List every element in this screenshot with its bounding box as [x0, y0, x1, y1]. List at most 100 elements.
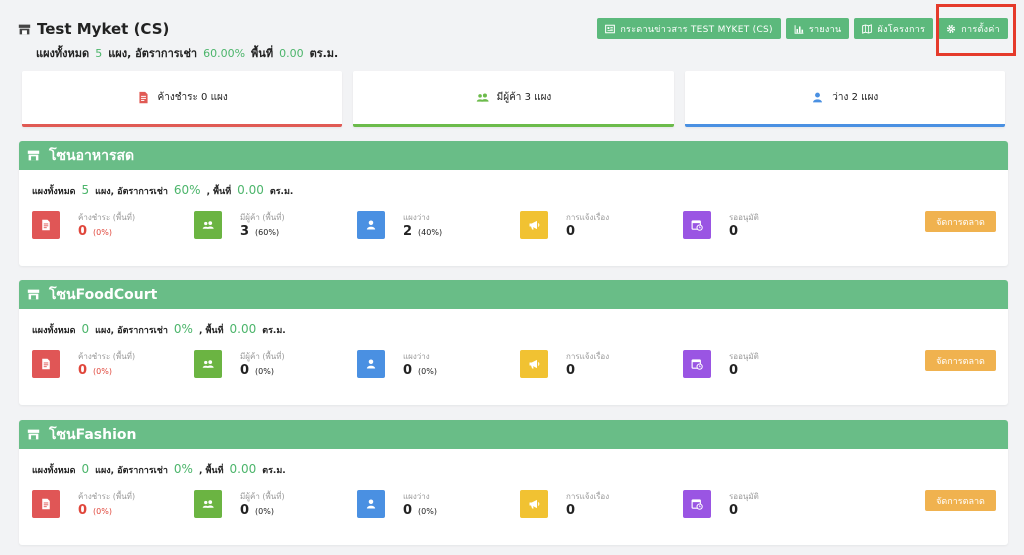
report-label: รายงาน: [808, 24, 842, 35]
zone-area-label: , พื้นที่: [198, 466, 224, 476]
news-board-label: กระดานข่าวสาร TEST MYKET (CS): [620, 24, 773, 35]
zone-summary: แผงทั้งหมด 5 แผง, อัตราการเช่า 60% , พื้นที่…: [32, 183, 293, 198]
calendar-clock-icon: [683, 350, 711, 378]
stat-tenants-label: มีผู้ค้า (พื้นที่): [240, 213, 285, 222]
stat-reports-value: 0: [566, 363, 576, 378]
overdue-card-label: ค้างชำระ 0 แผง: [157, 92, 228, 103]
stat-reports-value: 0: [566, 224, 576, 239]
stat-vacant-pct: (0%): [418, 367, 437, 376]
zone-card-fresh-food: โซนอาหารสด แผงทั้งหมด 5 แผง, อัตราการเช่า 6…: [19, 141, 1008, 266]
calendar-clock-icon: [683, 490, 711, 518]
stat-reports-label: การแจ้งเรื่อง: [566, 492, 610, 501]
zone-occupancy-label: แผง, อัตราการเช่า: [95, 326, 168, 336]
store-icon: [27, 289, 40, 300]
zone-stats: ค้างชำระ (พื้นที่) 0 (0%) มีผู้ค้า (พื้นท…: [32, 350, 992, 380]
zone-stalls-value: 0: [81, 462, 90, 476]
vacant-card[interactable]: ว่าง 2 แผง: [684, 71, 1005, 127]
stat-overdue-pct: (0%): [93, 367, 112, 376]
stat-vacant-pct: (40%): [418, 228, 443, 237]
stat-tenants-pct: (0%): [255, 507, 274, 516]
store-icon: [27, 150, 40, 161]
zone-card-fashion: โซนFashion แผงทั้งหมด 0 แผง, อัตราการเช่า 0…: [19, 420, 1008, 545]
stat-tenants-label: มีผู้ค้า (พื้นที่): [240, 352, 285, 361]
stat-vacant-pct: (0%): [418, 507, 437, 516]
zone-name: โซนอาหารสด: [49, 147, 135, 164]
user-icon: [813, 92, 823, 103]
summary-occupancy-value: 60.00%: [203, 47, 246, 60]
stat-pending-label: รออนุมัติ: [729, 213, 759, 222]
stat-overdue-label: ค้างชำระ (พื้นที่): [78, 492, 136, 501]
manage-market-button[interactable]: จัดการตลาด: [925, 350, 996, 371]
stat-vacant-label: แผงว่าง: [403, 352, 430, 361]
market-summary: แผงทั้งหมด 5 แผง, อัตราการเช่า 60.00% พื้นที…: [36, 44, 338, 62]
zone-area-unit: ตร.ม.: [262, 326, 286, 336]
megaphone-icon: [520, 211, 548, 239]
stat-pending-label: รออนุมัติ: [729, 492, 759, 501]
zone-stalls-label: แผงทั้งหมด: [32, 466, 76, 476]
market-name: Test Myket (CS): [37, 20, 170, 38]
stat-pending-value: 0: [729, 224, 739, 239]
zone-header: โซนFoodCourt: [19, 280, 1008, 309]
zone-header: โซนอาหารสด: [19, 141, 1008, 170]
news-board-button[interactable]: กระดานข่าวสาร TEST MYKET (CS): [597, 18, 781, 39]
summary-occupancy-label: แผง, อัตราการเช่า: [108, 47, 198, 60]
page-title: Test Myket (CS): [18, 20, 169, 38]
tenants-card[interactable]: มีผู้ค้า 3 แผง: [353, 71, 674, 127]
project-plan-label: ผังโครงการ: [877, 24, 926, 35]
project-plan-button[interactable]: ผังโครงการ: [854, 18, 934, 39]
vacant-card-label: ว่าง 2 แผง: [832, 92, 879, 103]
settings-button[interactable]: การตั้งค่า: [938, 18, 1008, 39]
zone-stalls-value: 5: [81, 183, 90, 197]
stat-pending-label: รออนุมัติ: [729, 352, 759, 361]
zone-area-value: 0.00: [229, 322, 257, 336]
summary-area-value: 0.00: [279, 47, 304, 60]
overdue-card[interactable]: ค้างชำระ 0 แผง: [22, 71, 343, 127]
stat-reports-label: การแจ้งเรื่อง: [566, 213, 610, 222]
user-icon: [357, 490, 385, 518]
zone-area-value: 0.00: [237, 183, 264, 197]
store-icon: [18, 24, 31, 34]
user-icon: [357, 350, 385, 378]
gear-icon: [947, 24, 956, 33]
zone-stalls-value: 0: [81, 322, 90, 336]
zone-area-value: 0.00: [229, 462, 257, 476]
stat-overdue-pct: (0%): [93, 507, 112, 516]
zone-summary: แผงทั้งหมด 0 แผง, อัตราการเช่า 0% , พื้นที่ 0…: [32, 462, 286, 477]
stat-overdue-value: 0: [78, 503, 88, 518]
zone-summary: แผงทั้งหมด 0 แผง, อัตราการเช่า 0% , พื้นที่ 0…: [32, 322, 286, 337]
stat-tenants-pct: (0%): [255, 367, 274, 376]
status-cards: ค้างชำระ 0 แผง มีผู้ค้า 3 แผง ว่าง 2 แผง: [22, 71, 1005, 127]
zone-occupancy-label: แผง, อัตราการเช่า: [95, 466, 168, 476]
page-header: Test Myket (CS) แผงทั้งหมด 5 แผง, อัตราการ…: [18, 18, 1008, 62]
zone-area-unit: ตร.ม.: [269, 187, 294, 197]
document-icon: [32, 350, 60, 378]
stat-vacant-value: 0: [403, 363, 413, 378]
zone-area-label: , พื้นที่: [206, 187, 232, 197]
summary-area-label: พื้นที่: [251, 47, 274, 60]
zone-occupancy-value: 0%: [173, 462, 193, 476]
report-button[interactable]: รายงาน: [785, 18, 850, 39]
users-icon: [476, 93, 489, 102]
megaphone-icon: [520, 490, 548, 518]
user-icon: [357, 211, 385, 239]
newspaper-icon: [605, 24, 616, 33]
toolbar: กระดานข่าวสาร TEST MYKET (CS) รายงาน ผัง…: [597, 18, 1008, 39]
manage-market-button[interactable]: จัดการตลาด: [925, 211, 996, 232]
document-icon: [32, 211, 60, 239]
document-icon: [32, 490, 60, 518]
manage-market-button[interactable]: จัดการตลาด: [925, 490, 996, 511]
zone-stats: ค้างชำระ (พื้นที่) 0 (0%) มีผู้ค้า (พื้นท…: [32, 490, 992, 520]
stat-overdue-value: 0: [78, 224, 88, 239]
stat-vacant-label: แผงว่าง: [403, 213, 430, 222]
zone-occupancy-value: 60%: [173, 183, 201, 197]
settings-highlight-box: [936, 4, 1016, 56]
zone-name: โซนFashion: [49, 426, 137, 443]
stat-pending-value: 0: [729, 363, 739, 378]
zone-header: โซนFashion: [19, 420, 1008, 449]
document-icon: [138, 91, 148, 104]
stat-overdue-label: ค้างชำระ (พื้นที่): [78, 213, 136, 222]
summary-stalls-label: แผงทั้งหมด: [36, 47, 90, 60]
users-icon: [194, 350, 222, 378]
zone-area-unit: ตร.ม.: [262, 466, 286, 476]
summary-area-unit: ตร.ม.: [309, 47, 339, 60]
